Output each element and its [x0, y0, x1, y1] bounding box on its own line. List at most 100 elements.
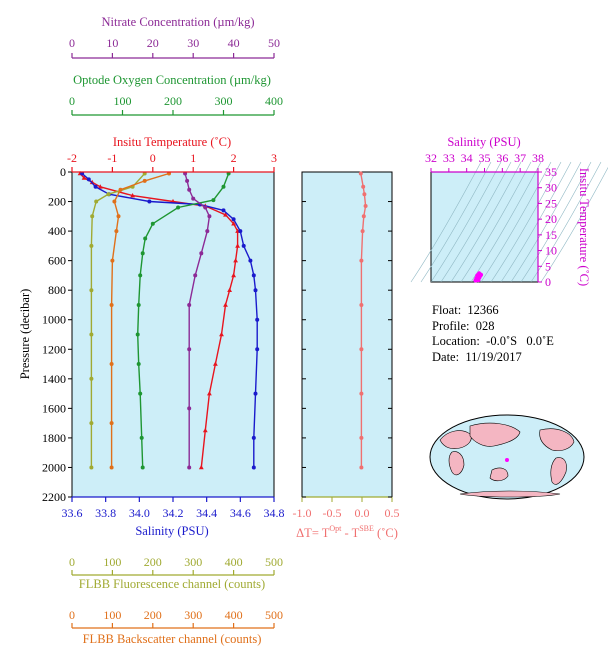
- location-value: -0.0˚S 0.0˚E: [486, 334, 554, 348]
- salinity-point: [255, 317, 260, 322]
- nitrate-point: [205, 229, 210, 234]
- map-land-australia: [489, 467, 509, 482]
- oxygen-point: [140, 251, 145, 256]
- location-row: Location: -0.0˚S 0.0˚E: [432, 334, 554, 350]
- salinity-point: [86, 177, 91, 182]
- delta-t-point: [363, 204, 368, 208]
- delta-t-label-sup1: Opt: [329, 524, 342, 533]
- temperature-point: [198, 464, 204, 470]
- pressure-tick-label: 0: [60, 165, 66, 179]
- nitrate-tick-label: 0: [69, 36, 75, 50]
- oxygen-point: [139, 435, 144, 440]
- delta-t-tick-label: 0.5: [385, 506, 400, 520]
- nitrate-point: [187, 465, 192, 470]
- ts-temperature-tick-label: 10: [545, 244, 557, 258]
- temperature-point: [233, 258, 238, 263]
- pressure-tick-label: 1200: [42, 342, 66, 356]
- backscatter-point: [112, 199, 117, 204]
- ts-contour: [440, 161, 512, 283]
- salinity-line: [81, 172, 258, 468]
- delta-t-point: [359, 258, 364, 263]
- delta-t-tick-label: -0.5: [323, 506, 342, 520]
- delta-t-point: [361, 184, 366, 189]
- pressure-tick-label: 1600: [42, 401, 66, 415]
- date-value: 11/19/2017: [465, 349, 522, 364]
- map-land-south-america: [550, 457, 567, 485]
- salinity-point: [241, 243, 246, 248]
- backscatter-point: [114, 229, 119, 234]
- fluorescence-tick-label: 500: [265, 555, 283, 569]
- ts-salinity-tick-label: 37: [514, 151, 526, 165]
- nitrate-point: [203, 205, 208, 210]
- temperature-tick-label: 2: [231, 151, 237, 165]
- nitrate-point: [187, 347, 192, 352]
- profile-panel: [71, 171, 275, 498]
- nitrate-point: [191, 196, 196, 201]
- temperature-tick-label: -2: [67, 151, 77, 165]
- backscatter-tick-label: 200: [144, 608, 162, 622]
- backscatter-point: [109, 362, 114, 366]
- ts-contour: [450, 161, 522, 283]
- nitrate-point: [187, 406, 192, 411]
- oxygen-axis-title: Optode Oxygen Concentration (µm/kg): [73, 73, 271, 87]
- ts-salinity-tick-label: 36: [496, 151, 508, 165]
- ts-contour: [460, 161, 532, 283]
- float-label: Float:: [432, 303, 462, 317]
- ts-panel: [430, 171, 539, 283]
- salinity-point: [251, 435, 256, 440]
- ts-temperature-tick-label: 25: [545, 196, 557, 210]
- fluorescence-point: [89, 243, 94, 248]
- salinity-point: [251, 465, 256, 470]
- backscatter-axis-title: FLBB Backscatter channel (counts): [83, 632, 262, 646]
- salinity-point: [221, 208, 226, 213]
- delta-t-axes: -1.0 -0.5 0.0 0.5: [293, 171, 400, 520]
- backscatter-tick-label: 300: [184, 608, 202, 622]
- temperature-point: [130, 193, 135, 198]
- pressure-axis-title: Pressure (decibar): [18, 289, 32, 380]
- salinity-point: [248, 258, 253, 263]
- fluorescence-point: [89, 332, 94, 337]
- delta-t-point: [362, 192, 367, 197]
- backscatter-point: [109, 303, 114, 307]
- nitrate-tick-label: 30: [187, 36, 199, 50]
- temperature-point: [219, 331, 224, 337]
- delta-t-point: [359, 303, 364, 307]
- ts-contour: [540, 166, 608, 283]
- fluorescence-tick-label: 400: [225, 555, 243, 569]
- oxygen-tick-label: 100: [114, 94, 132, 108]
- nitrate-tick-label: 50: [268, 36, 280, 50]
- profile-axes: 0200400600800100012001400160018002000220…: [42, 36, 285, 629]
- profile-value: 028: [475, 318, 495, 333]
- delta-t-label-sup2: SBE: [359, 524, 374, 533]
- float-location-marker: [505, 458, 509, 462]
- delta-t-point: [360, 229, 365, 234]
- oxygen-tick-label: 300: [215, 94, 233, 108]
- fluorescence-point: [89, 288, 94, 293]
- nitrate-point: [193, 273, 198, 278]
- temperature-tick-label: 0: [150, 151, 156, 165]
- salinity-tick-label: 33.8: [95, 506, 116, 520]
- nitrate-point: [187, 187, 192, 192]
- salinity-tick-label: 33.6: [62, 506, 83, 520]
- salinity-tick-label: 34.4: [196, 506, 217, 520]
- oxygen-point: [136, 303, 141, 307]
- salinity-tick-label: 34.8: [264, 506, 285, 520]
- fluorescence-point: [94, 199, 99, 204]
- ts-contour: [410, 161, 482, 283]
- temperature-point: [227, 287, 232, 292]
- float-info: Float: 12366 Profile: 028 Location: -0.0…: [432, 303, 554, 365]
- salinity-point: [255, 347, 260, 352]
- salinity-tick-label: 34.2: [163, 506, 184, 520]
- ts-temperature-tick-label: 0: [545, 275, 551, 289]
- ts-temperature-tick-label: 5: [545, 259, 551, 273]
- temperature-line: [79, 173, 239, 468]
- nitrate-point: [185, 178, 190, 183]
- fluorescence-tick-label: 300: [184, 555, 202, 569]
- oxygen-point: [138, 273, 143, 278]
- salinity-point: [251, 273, 256, 278]
- temperature-point: [231, 272, 236, 278]
- fluorescence-axis-title: FLBB Fluorescence channel (counts): [79, 577, 265, 591]
- world-map: [429, 414, 585, 500]
- ts-temperature-axis-title: Insitu Temperature (˚C): [577, 168, 591, 286]
